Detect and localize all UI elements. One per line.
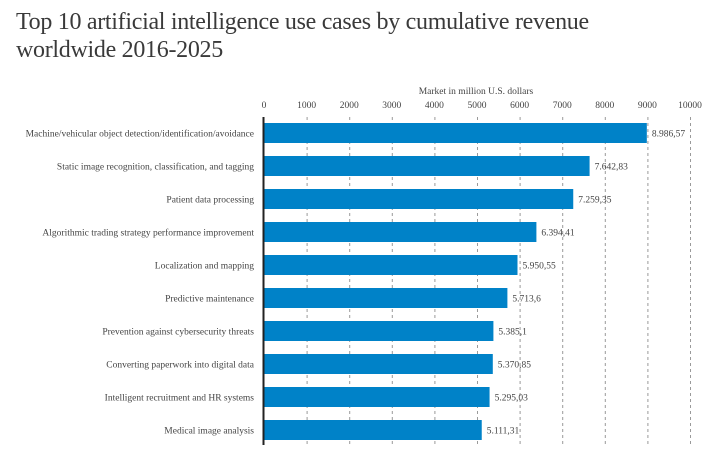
x-tick-label: 3000 (382, 101, 401, 111)
value-label: 5.950,55 (522, 262, 556, 272)
bar (264, 354, 493, 374)
chart-title-line-1: Top 10 artificial intelligence use cases… (16, 9, 589, 35)
bar (264, 321, 494, 341)
bar (264, 420, 482, 440)
category-label: Static image recognition, classification… (57, 162, 254, 173)
value-label: 6.394,41 (541, 229, 575, 239)
value-label: 5.295,03 (495, 394, 528, 404)
value-label: 5.111,31 (487, 427, 520, 437)
value-label: 5.385,1 (498, 328, 527, 338)
x-tick-label: 0 (262, 101, 267, 111)
x-axis-label: Market in million U.S. dollars (419, 87, 534, 97)
x-axis-ticks: 0 1000 2000 3000 4000 5000 6000 7000 8000 9000 100… (262, 101, 703, 111)
category-label: Converting paperwork into digital data (106, 361, 255, 371)
x-tick-label: 1000 (297, 101, 316, 111)
x-tick-label: 5000 (468, 101, 487, 111)
x-tick-label: 9000 (638, 101, 657, 111)
bar (264, 255, 518, 275)
category-label: Algorithmic trading strategy performance… (42, 228, 254, 239)
category-label: Localization and mapping (155, 262, 254, 272)
category-label: Intelligent recruitment and HR systems (105, 394, 255, 404)
category-label: Patient data processing (166, 196, 254, 206)
value-labels: 8.986,57 7.642,83 7.259,35 6.394,41 5.950,55… (487, 130, 686, 437)
value-label: 8.986,57 (652, 130, 686, 140)
x-tick-label: 4000 (425, 101, 444, 111)
category-label: Prevention against cybersecurity threats (102, 328, 254, 338)
bars (264, 123, 647, 440)
x-tick-label: 6000 (510, 101, 529, 111)
category-labels: Machine/vehicular object detection/ident… (26, 129, 255, 437)
x-tick-label: 2000 (340, 101, 359, 111)
value-label: 5.713,6 (512, 295, 541, 305)
category-label: Predictive maintenance (165, 295, 254, 305)
value-label: 5.370,85 (498, 361, 532, 371)
x-tick-label: 8000 (595, 101, 614, 111)
bar (264, 189, 574, 209)
value-label: 7.259,35 (578, 196, 612, 206)
value-label: 7.642,83 (595, 163, 629, 173)
category-label: Machine/vehicular object detection/ident… (26, 129, 254, 140)
x-tick-label: 10000 (678, 101, 702, 111)
bar (264, 387, 490, 407)
bar (264, 123, 647, 143)
category-label: Medical image analysis (164, 427, 254, 437)
chart-title: Top 10 artificial intelligence use cases… (16, 8, 589, 64)
bar (264, 156, 590, 176)
chart-title-line-2: worldwide 2016-2025 (16, 37, 223, 63)
x-tick-label: 7000 (553, 101, 572, 111)
bar (264, 288, 508, 308)
bar (264, 222, 537, 242)
